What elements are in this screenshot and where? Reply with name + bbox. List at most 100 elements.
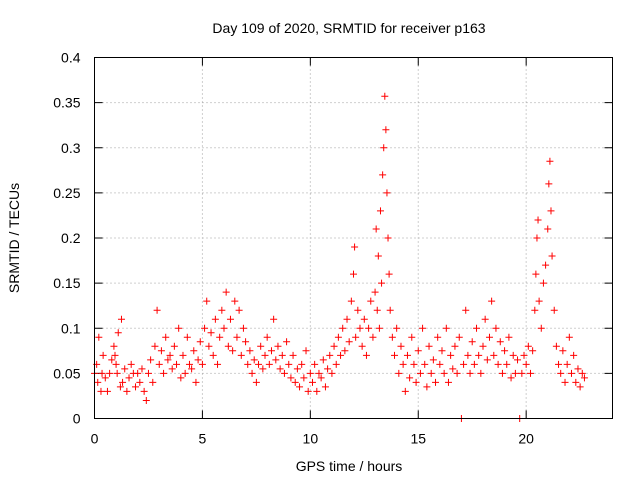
data-point bbox=[580, 374, 588, 382]
data-point bbox=[382, 126, 390, 134]
data-point bbox=[103, 387, 111, 395]
data-point bbox=[434, 333, 442, 341]
data-point bbox=[354, 306, 362, 314]
data-point bbox=[535, 297, 543, 305]
data-point bbox=[488, 297, 496, 305]
data-point bbox=[114, 329, 122, 337]
data-point bbox=[552, 342, 560, 350]
data-point bbox=[388, 333, 396, 341]
data-point bbox=[233, 333, 241, 341]
data-point bbox=[565, 333, 573, 341]
data-point bbox=[408, 333, 416, 341]
data-point bbox=[179, 351, 187, 359]
data-point bbox=[470, 360, 478, 368]
data-point bbox=[168, 365, 176, 373]
data-points bbox=[91, 92, 588, 422]
data-point bbox=[464, 351, 472, 359]
data-point bbox=[302, 347, 310, 355]
data-point bbox=[110, 342, 118, 350]
data-point bbox=[481, 315, 489, 323]
gridlines bbox=[94, 57, 613, 419]
data-point bbox=[116, 383, 124, 391]
data-point bbox=[425, 342, 433, 350]
data-point bbox=[306, 369, 314, 377]
data-point bbox=[550, 306, 558, 314]
data-point bbox=[383, 189, 391, 197]
data-point bbox=[231, 297, 239, 305]
y-tick-label: 0.35 bbox=[53, 95, 80, 111]
data-point bbox=[345, 338, 353, 346]
data-point bbox=[373, 306, 381, 314]
data-point bbox=[386, 306, 394, 314]
data-point bbox=[423, 383, 431, 391]
data-point bbox=[194, 356, 202, 364]
data-point bbox=[300, 374, 308, 382]
x-tick-label: 20 bbox=[518, 431, 534, 447]
data-point bbox=[436, 360, 444, 368]
y-axis-label: SRMTID / TECUs bbox=[6, 183, 22, 293]
data-point bbox=[438, 347, 446, 355]
data-point bbox=[416, 369, 424, 377]
data-point bbox=[283, 338, 291, 346]
data-point bbox=[319, 356, 327, 364]
data-point bbox=[429, 356, 437, 364]
data-point bbox=[380, 144, 388, 152]
y-tick-label: 0.25 bbox=[53, 185, 80, 201]
data-point bbox=[250, 356, 258, 364]
data-point bbox=[419, 324, 427, 332]
data-point bbox=[183, 333, 191, 341]
data-point bbox=[444, 378, 452, 386]
data-point bbox=[351, 243, 359, 251]
data-point bbox=[265, 360, 273, 368]
data-point bbox=[455, 333, 463, 341]
data-point bbox=[324, 365, 332, 373]
data-point bbox=[121, 365, 129, 373]
data-point bbox=[555, 360, 563, 368]
data-point bbox=[170, 342, 178, 350]
data-point bbox=[544, 225, 552, 233]
data-point bbox=[503, 360, 511, 368]
data-point bbox=[545, 180, 553, 188]
data-point bbox=[261, 351, 269, 359]
data-point bbox=[537, 324, 545, 332]
data-point bbox=[317, 374, 325, 382]
data-point bbox=[242, 338, 250, 346]
data-point bbox=[334, 333, 342, 341]
x-axis-label: GPS time / hours bbox=[296, 458, 403, 474]
data-point bbox=[371, 288, 379, 296]
data-point bbox=[490, 351, 498, 359]
data-point bbox=[572, 378, 580, 386]
data-point bbox=[546, 157, 554, 165]
x-tick-label: 15 bbox=[410, 431, 426, 447]
y-tick-label: 0 bbox=[73, 411, 81, 427]
data-point bbox=[95, 333, 103, 341]
data-point bbox=[547, 207, 555, 215]
data-point bbox=[190, 347, 198, 355]
data-point bbox=[270, 315, 278, 323]
data-point bbox=[157, 347, 165, 355]
data-point bbox=[337, 351, 345, 359]
data-point bbox=[248, 369, 256, 377]
data-point bbox=[578, 369, 586, 377]
data-point bbox=[151, 342, 159, 350]
y-tick-label: 0.2 bbox=[61, 230, 81, 246]
y-tick-label: 0.3 bbox=[61, 140, 81, 156]
data-point bbox=[108, 356, 116, 364]
data-point bbox=[274, 342, 282, 350]
data-point bbox=[574, 365, 582, 373]
data-point bbox=[369, 333, 377, 341]
data-point bbox=[226, 315, 234, 323]
data-point bbox=[475, 351, 483, 359]
data-point bbox=[533, 234, 541, 242]
data-point bbox=[397, 342, 405, 350]
data-point bbox=[321, 383, 329, 391]
data-point bbox=[185, 360, 193, 368]
data-point bbox=[188, 365, 196, 373]
data-point bbox=[127, 360, 135, 368]
data-point bbox=[451, 342, 459, 350]
data-point bbox=[214, 360, 222, 368]
data-point bbox=[410, 360, 418, 368]
data-point bbox=[94, 378, 102, 386]
data-point bbox=[101, 374, 109, 382]
data-point bbox=[352, 333, 360, 341]
